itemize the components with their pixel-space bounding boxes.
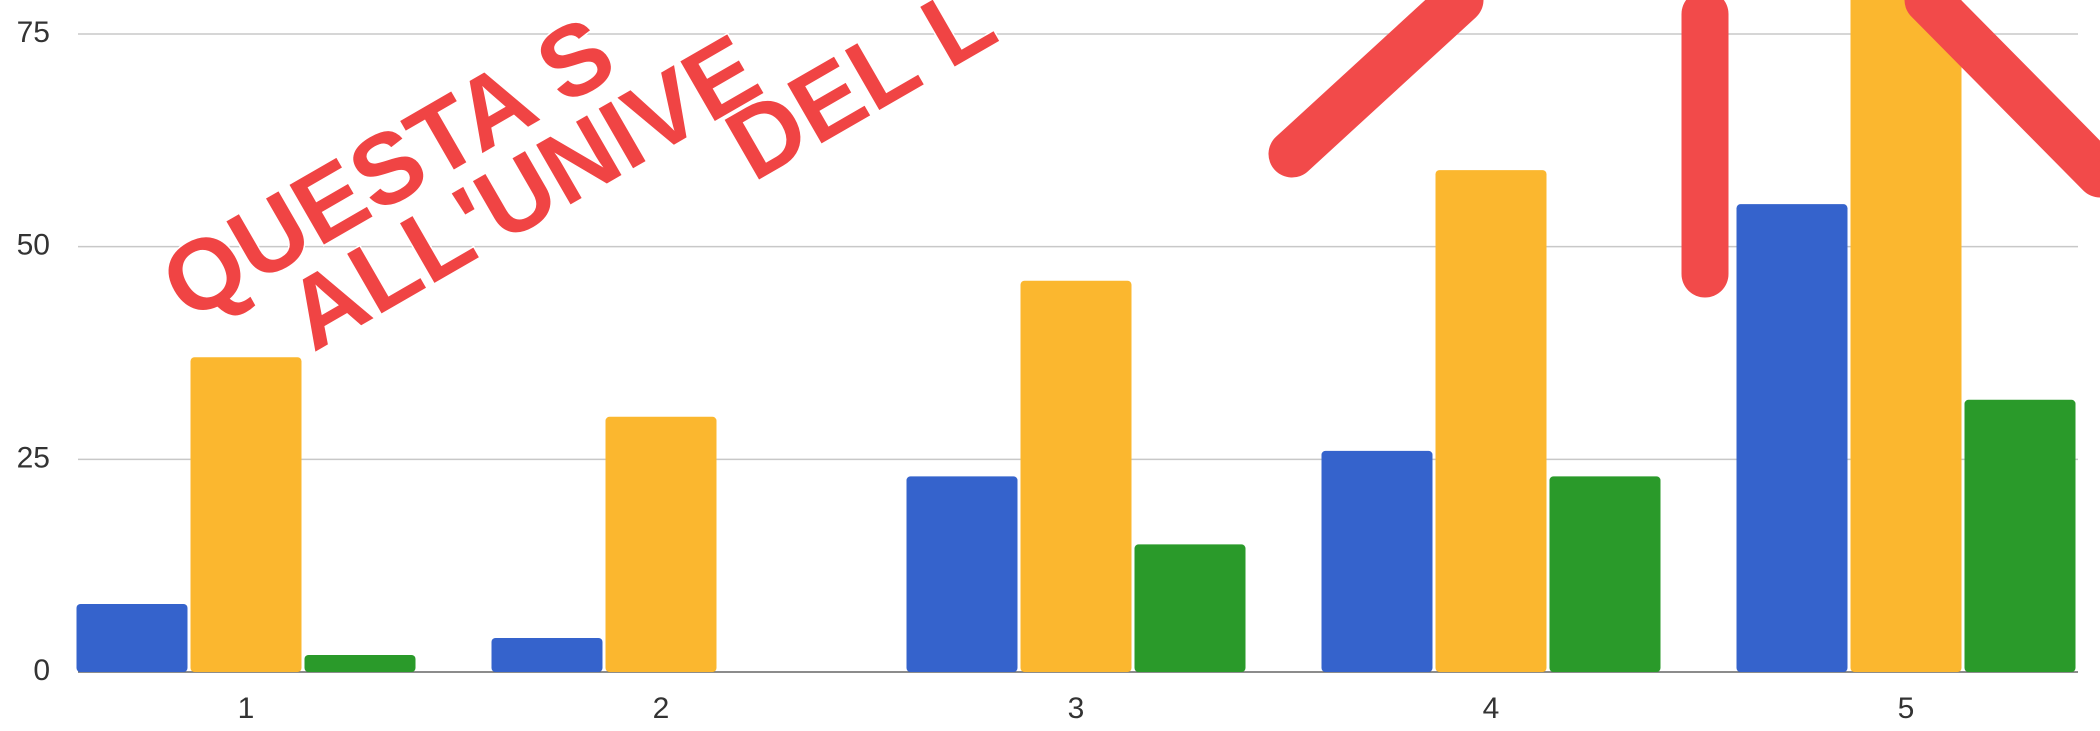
bar <box>1322 451 1433 672</box>
bar <box>907 476 1018 672</box>
bar <box>1737 204 1848 672</box>
y-tick-label: 75 <box>17 16 50 49</box>
bar <box>305 655 416 672</box>
bar <box>1021 281 1132 672</box>
bar <box>492 638 603 672</box>
bar <box>191 357 302 672</box>
chart: 025507512345QUESTA SALL'UNIVEDEL L <box>0 0 2100 731</box>
decoration <box>1292 0 2100 274</box>
x-tick-label: 2 <box>653 692 670 725</box>
y-tick-label: 25 <box>17 441 50 474</box>
bar <box>606 417 717 672</box>
annotation: DEL L <box>708 0 1013 202</box>
bar <box>1135 544 1246 672</box>
bar <box>77 604 188 672</box>
y-tick-label: 0 <box>33 654 50 687</box>
x-tick-label: 1 <box>238 692 255 725</box>
y-tick-label: 50 <box>17 229 50 262</box>
bar <box>1965 400 2076 672</box>
x-tick-label: 4 <box>1483 692 1500 725</box>
bar <box>1851 0 1962 672</box>
bar <box>1436 170 1547 672</box>
bar <box>1550 476 1661 672</box>
x-tick-label: 3 <box>1068 692 1085 725</box>
roof-line <box>1292 0 1460 154</box>
x-tick-label: 5 <box>1898 692 1915 725</box>
